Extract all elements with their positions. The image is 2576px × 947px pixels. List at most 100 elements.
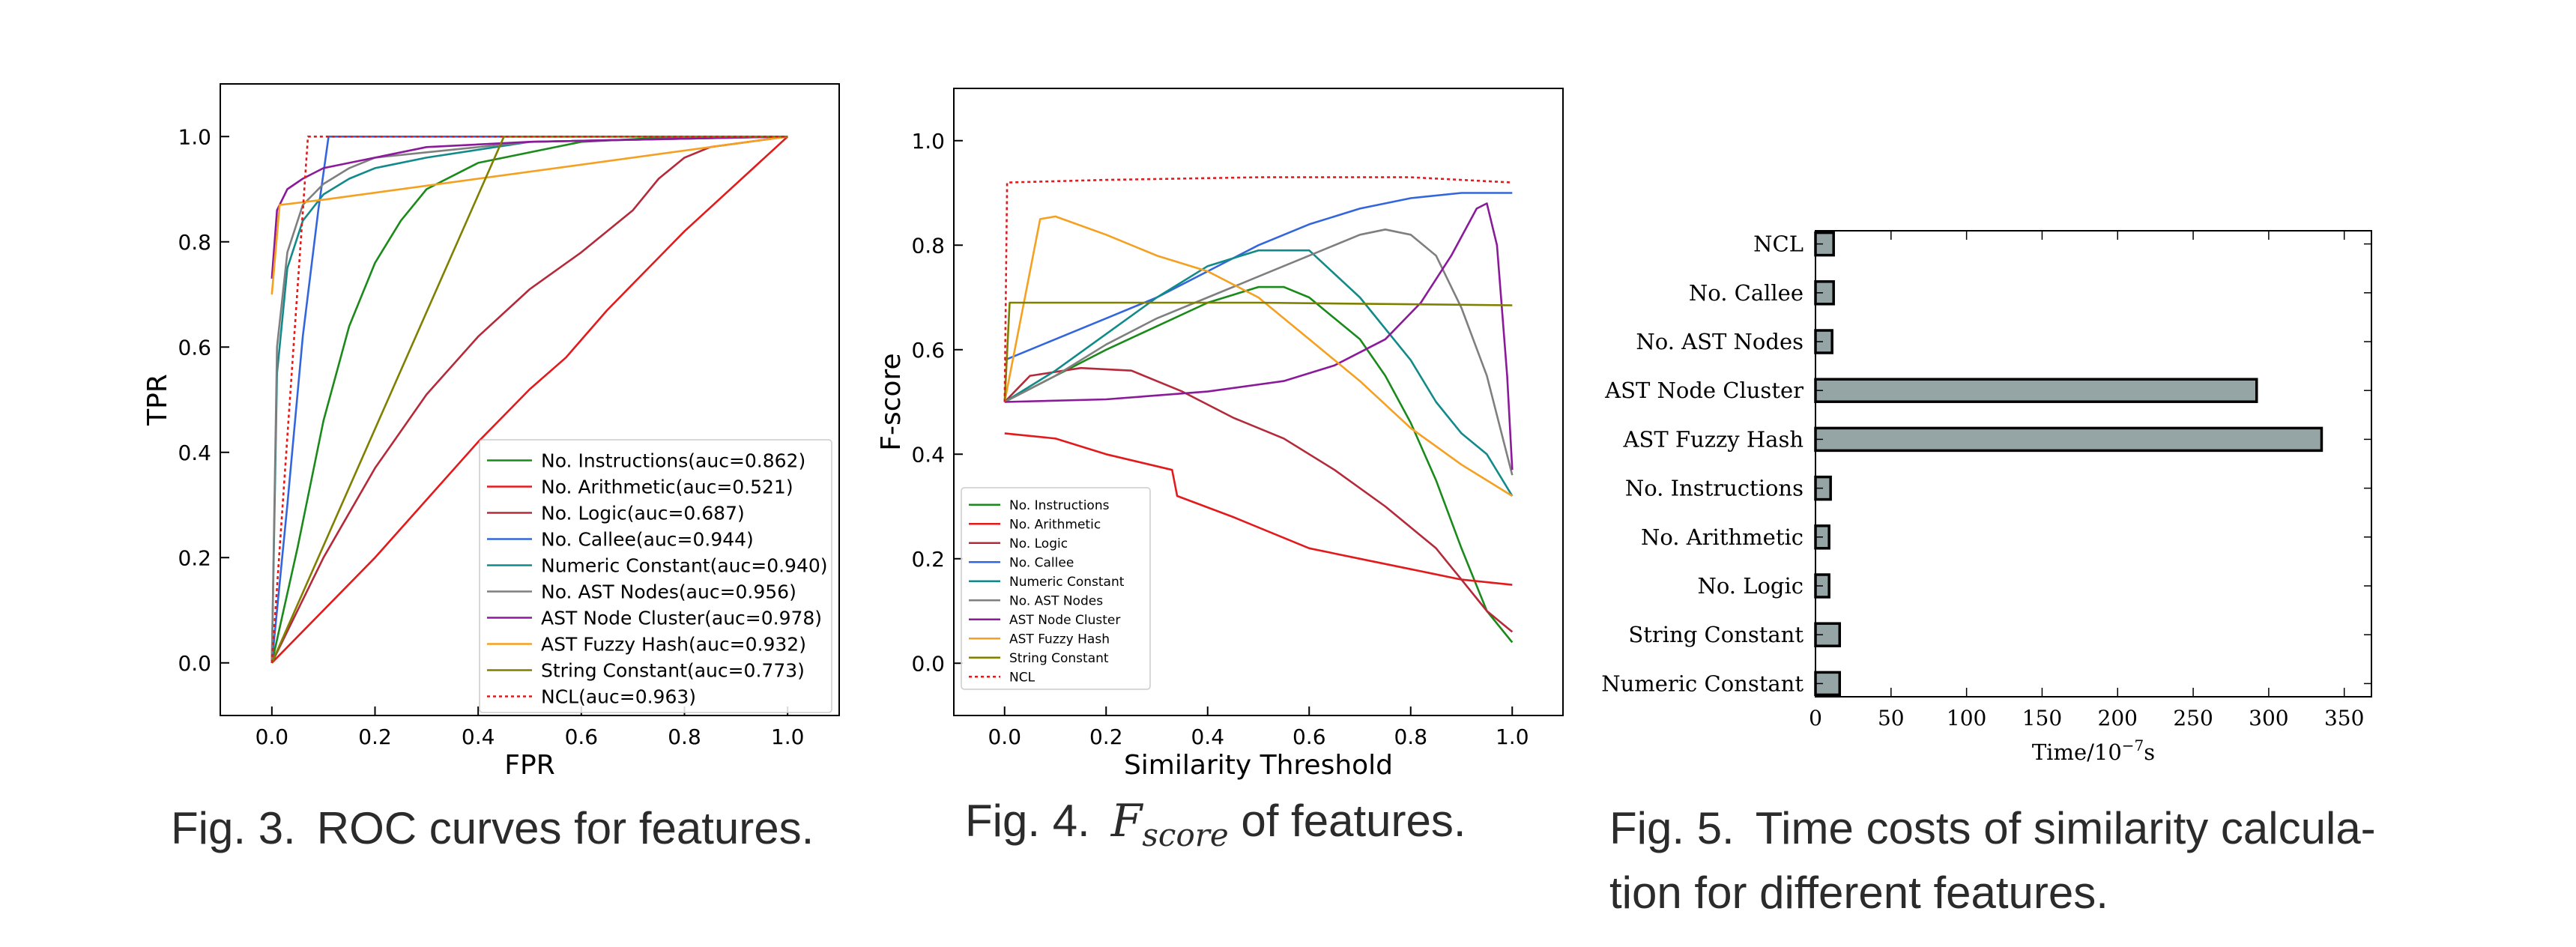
series-line-9 xyxy=(1003,301,1513,402)
series-line-7 xyxy=(1004,202,1514,471)
fig4-number: Fig. 4. xyxy=(965,796,1090,846)
x-tick-label: 100 xyxy=(1947,706,1986,730)
fig4-math-f: F xyxy=(1110,795,1143,847)
x-axis-label-base: Time/10 xyxy=(2032,739,2122,765)
x-tick-label: 50 xyxy=(1878,706,1905,730)
category-label: NCL xyxy=(1753,232,1803,257)
legend-label: AST Node Cluster(auc=0.978) xyxy=(541,608,822,629)
y-tick-label: 0.6 xyxy=(178,335,211,360)
fig3-number: Fig. 3. xyxy=(171,803,296,853)
legend-label: AST Fuzzy Hash xyxy=(1009,632,1110,647)
x-axis-label: Similarity Threshold xyxy=(1124,750,1393,781)
series-line-8 xyxy=(1003,215,1513,497)
series-line-2 xyxy=(270,136,789,664)
y-tick-label: 0.8 xyxy=(178,230,211,255)
category-label: No. Arithmetic xyxy=(1641,524,1803,550)
legend-label: NCL(auc=0.963) xyxy=(541,686,696,708)
y-tick-label: 1.0 xyxy=(911,129,945,154)
plot-frame xyxy=(1815,230,2372,698)
x-tick-label: 200 xyxy=(2098,706,2138,730)
series-line-6 xyxy=(1004,229,1514,476)
plot-frame xyxy=(220,83,840,716)
legend-label: No. Logic(auc=0.687) xyxy=(541,503,745,524)
category-label: Numeric Constant xyxy=(1601,671,1803,696)
x-tick-label: 1.0 xyxy=(1496,724,1529,749)
series-line-8 xyxy=(270,136,788,295)
legend-label: Numeric Constant xyxy=(1009,575,1125,590)
fig5-number: Fig. 5. xyxy=(1609,803,1735,853)
y-tick-label: 0.6 xyxy=(911,338,945,363)
legend-label: Numeric Constant(auc=0.940) xyxy=(541,555,828,577)
series-line-6 xyxy=(270,136,788,663)
x-tick-label: 0 xyxy=(1809,706,1822,730)
fig5-caption-line1: Time costs of similarity calcula- xyxy=(1755,803,2376,853)
legend-label: AST Node Cluster xyxy=(1009,613,1120,628)
x-tick-label: 0.0 xyxy=(988,724,1021,749)
legend-box xyxy=(961,487,1151,690)
x-tick-label: 0.2 xyxy=(1089,724,1123,749)
y-tick-label: 1.0 xyxy=(178,124,211,149)
y-tick-label: 0.8 xyxy=(911,233,945,258)
legend-label: No. Instructions(auc=0.862) xyxy=(541,450,805,472)
series-line-4 xyxy=(1004,192,1513,361)
category-label: AST Fuzzy Hash xyxy=(1623,426,1803,452)
bar xyxy=(1814,426,2323,453)
x-tick-label: 300 xyxy=(2249,706,2288,730)
plot-frame xyxy=(953,88,1564,716)
category-label: String Constant xyxy=(1628,622,1803,647)
chart-2: 0.0 0.2 0.4 0.6 0.8 1.0 0.0 0.2 0.4 0.6 0.8 1.0 Simi… xyxy=(876,88,1564,781)
x-tick-label: 1.0 xyxy=(771,724,805,749)
fig3-caption-text: ROC curves for features. xyxy=(316,803,814,853)
x-tick-label: 0.2 xyxy=(358,724,392,749)
x-tick-label: 350 xyxy=(2324,706,2364,730)
category-label: No. Callee xyxy=(1689,280,1803,306)
fig4-caption-text: of features. xyxy=(1241,796,1466,846)
x-tick-label: 0.6 xyxy=(1292,724,1326,749)
x-axis-label: Time/10−7s xyxy=(2032,736,2155,765)
x-axis-label-unit: s xyxy=(2144,739,2155,765)
legend-label: No. Instructions xyxy=(1009,498,1110,513)
series-line-3 xyxy=(1003,366,1514,633)
series-line-2 xyxy=(1004,432,1513,586)
y-tick-label: 0.0 xyxy=(911,651,945,676)
legend-label: AST Fuzzy Hash(auc=0.932) xyxy=(541,634,806,656)
fig3-caption: Fig. 3. ROC curves for features. xyxy=(171,796,814,861)
legend-label: No. Arithmetic xyxy=(1009,517,1101,532)
y-tick-label: 0.0 xyxy=(178,651,211,676)
bar xyxy=(1814,378,2258,403)
chart-1: 0.0 0.2 0.4 0.6 0.8 1.0 0.0 0.2 0.4 0.6 0.8 1.0 FPR T… xyxy=(142,83,840,781)
series-line-5 xyxy=(1004,249,1514,497)
legend-label: No. AST Nodes xyxy=(1009,593,1103,608)
legend-label: No. AST Nodes(auc=0.956) xyxy=(541,581,796,603)
fig5-caption: Fig. 5. Time costs of similarity calcula-… xyxy=(1609,796,2376,925)
legend-label: No. Logic xyxy=(1009,536,1068,551)
x-tick-label: 0.6 xyxy=(565,724,599,749)
series-line-5 xyxy=(270,136,788,663)
chart-3: NCL No. Callee No. AST Nodes AST Node Clust… xyxy=(1601,230,2372,765)
category-label: AST Node Cluster xyxy=(1604,378,1803,403)
y-tick-label: 0.2 xyxy=(911,547,945,572)
x-tick-label: 250 xyxy=(2173,706,2213,730)
x-tick-label: 150 xyxy=(2022,706,2062,730)
x-axis-label: FPR xyxy=(504,750,554,781)
fig4-math-sub: score xyxy=(1142,817,1229,853)
fig5-caption-line2: tion for different features. xyxy=(1609,868,2108,918)
y-tick-label: 0.4 xyxy=(911,442,945,467)
series-line-3 xyxy=(270,136,788,664)
series-line-1 xyxy=(1004,285,1514,644)
legend-label: No. Callee(auc=0.944) xyxy=(541,529,754,551)
x-tick-label: 0.0 xyxy=(256,724,289,749)
legend-label: NCL xyxy=(1009,670,1035,685)
y-tick-label: 0.4 xyxy=(178,441,211,465)
x-axis-label-exponent: −7 xyxy=(2122,736,2144,754)
y-axis-label: TPR xyxy=(142,374,173,426)
x-tick-label: 0.8 xyxy=(1394,724,1427,749)
category-label: No. Instructions xyxy=(1625,476,1803,501)
y-axis-label: F-score xyxy=(876,353,907,450)
legend-label: No. Arithmetic(auc=0.521) xyxy=(541,476,793,498)
x-tick-label: 0.8 xyxy=(668,724,701,749)
category-label: No. Logic xyxy=(1697,573,1803,599)
y-tick-label: 0.2 xyxy=(178,545,211,570)
legend-label: No. Callee xyxy=(1009,555,1074,570)
